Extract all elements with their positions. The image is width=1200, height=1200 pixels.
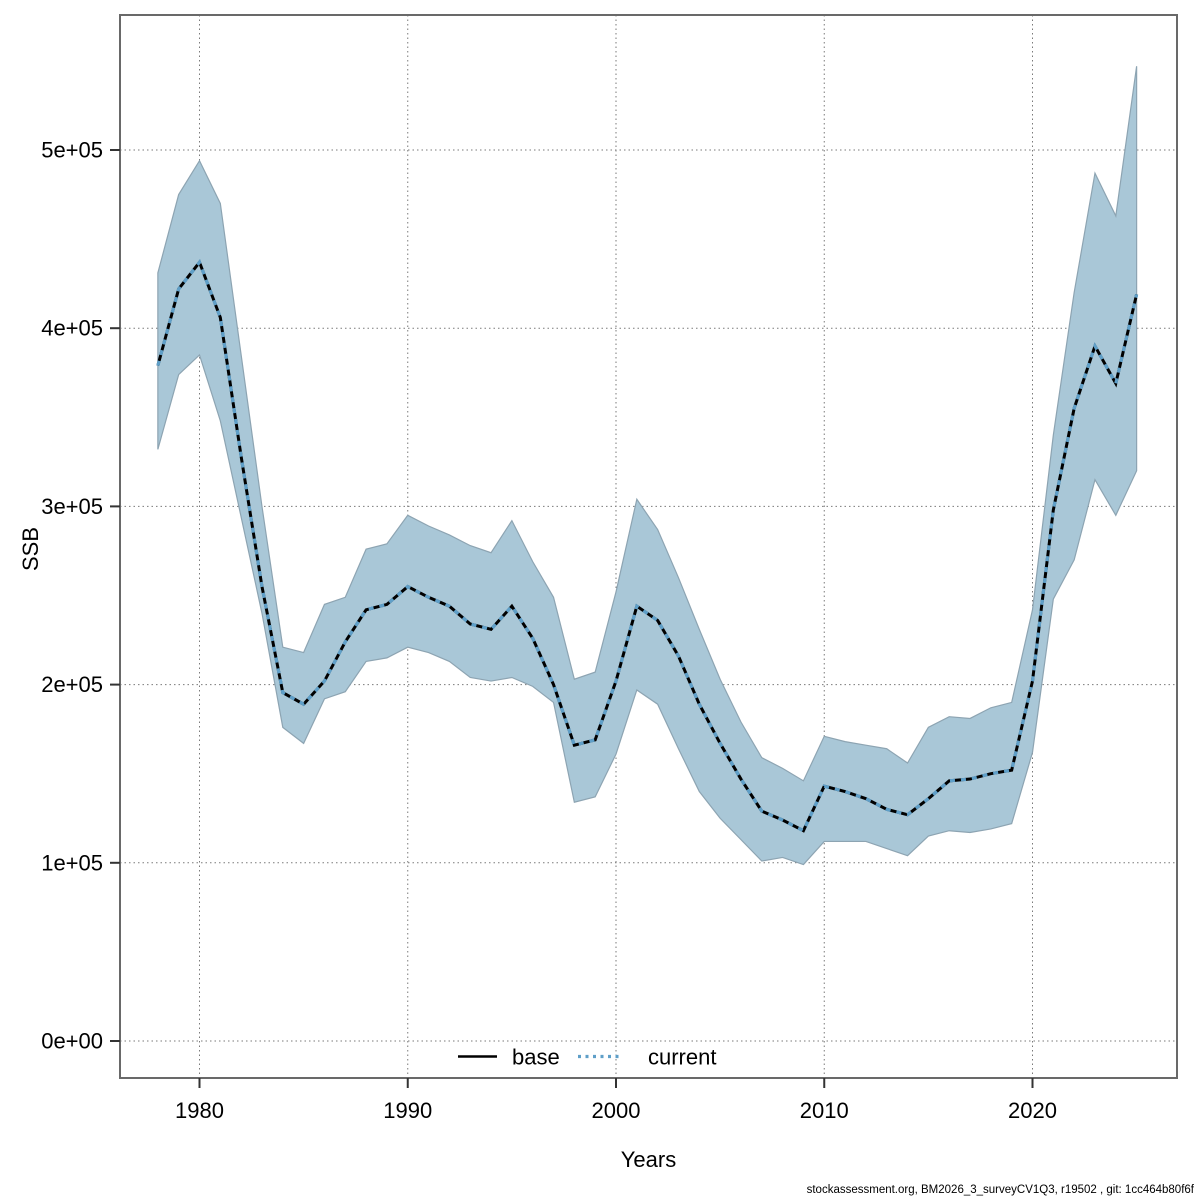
footer-run-id: stockassessment.org, BM2026_3_surveyCV1Q…: [807, 1184, 1195, 1196]
y-tick-label: 2e+05: [41, 672, 103, 697]
x-tick-label: 2020: [1008, 1098, 1057, 1123]
plot-border-layer: [119, 14, 1178, 1079]
legend-base-label: base: [512, 1045, 560, 1070]
x-tick-label: 1990: [383, 1098, 432, 1123]
y-tick-label: 5e+05: [41, 138, 103, 163]
y-tick-label: 4e+05: [41, 316, 103, 341]
x-tick-label: 2010: [800, 1098, 849, 1123]
x-tick-label: 2000: [592, 1098, 641, 1123]
axis-tick-labels-layer: 0e+00 1e+05 2e+05 3e+05 4e+05 5e+05 1980 1990 20…: [41, 138, 1057, 1124]
y-tick-label: 0e+00: [41, 1029, 103, 1054]
x-tick-label: 1980: [175, 1098, 224, 1123]
plot-border: [119, 14, 1178, 1079]
confidence-band-layer: [157, 66, 1138, 866]
footer: stockassessment.org, BM2026_3_surveyCV1Q…: [807, 1184, 1195, 1196]
x-axis-title: Years: [621, 1147, 676, 1172]
confidence-band: [157, 66, 1138, 866]
legend-current-label: current: [648, 1045, 716, 1070]
current-line: [156, 259, 1139, 833]
series-layer: [156, 259, 1139, 833]
axis-ticks-layer: [110, 149, 1034, 1088]
y-axis-title: SSB: [18, 527, 43, 571]
legend: base current: [458, 1045, 716, 1070]
y-tick-label: 3e+05: [41, 494, 103, 519]
y-tick-label: 1e+05: [41, 850, 103, 875]
axis-titles-layer: SSB Years: [18, 527, 676, 1172]
